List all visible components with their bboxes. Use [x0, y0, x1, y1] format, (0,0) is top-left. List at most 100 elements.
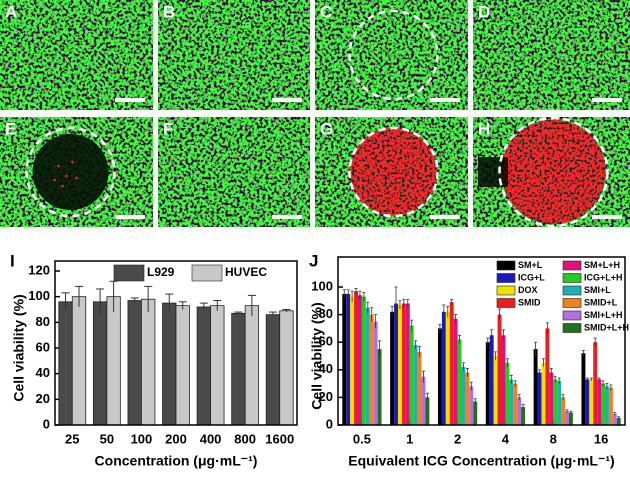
- bar: [71, 296, 87, 426]
- y-tick-label: 100: [311, 278, 333, 293]
- legend-swatch: [562, 323, 582, 333]
- legend-swatch: [562, 310, 582, 321]
- panel-label: A: [5, 2, 17, 21]
- red-cell: [71, 160, 74, 164]
- panel-label: C: [320, 2, 332, 21]
- y-tick-label: 60: [319, 334, 333, 349]
- error-bar: [465, 368, 469, 377]
- bar: [513, 383, 518, 425]
- dashed-circle: [348, 9, 439, 101]
- error-bar: [601, 380, 605, 387]
- micrograph: E: [0, 117, 153, 227]
- bar: [561, 397, 566, 425]
- error-bar: [418, 345, 422, 358]
- y-axis-label: Cell viability (%): [309, 302, 325, 409]
- bar: [141, 298, 156, 426]
- micrograph: F: [158, 117, 310, 227]
- bar: [545, 328, 550, 425]
- x-tick-label: 800: [234, 431, 256, 446]
- legend-label: SMI+L+H: [584, 310, 623, 320]
- bar: [373, 321, 378, 425]
- error-bar: [268, 311, 278, 318]
- x-tick-label: 400: [200, 431, 222, 446]
- legend-swatch: [191, 264, 223, 282]
- bar: [497, 314, 502, 425]
- error-bar: [234, 311, 243, 315]
- x-tick-label: 8: [550, 431, 557, 446]
- error-bar: [346, 289, 350, 299]
- error-bar: [469, 381, 473, 391]
- panel-label: B: [163, 2, 175, 21]
- dark-patch: [478, 157, 508, 187]
- bar: [597, 379, 602, 425]
- bar: [469, 386, 474, 425]
- bar: [421, 376, 426, 425]
- bar: [409, 325, 414, 425]
- bar: [549, 372, 554, 425]
- bar: [445, 311, 450, 425]
- error-bar: [505, 358, 509, 368]
- dashed-circle: [348, 126, 439, 218]
- bar: [493, 356, 498, 425]
- bar: [92, 301, 108, 426]
- legend-swatch: [496, 285, 516, 296]
- legend-swatch: [562, 298, 582, 308]
- bar: [397, 304, 402, 425]
- error-bar: [354, 287, 358, 294]
- error-bar: [390, 305, 394, 318]
- error-bar: [402, 299, 406, 308]
- bar: [175, 305, 190, 426]
- error-bar: [494, 351, 498, 361]
- micrograph: A: [0, 0, 153, 110]
- bar: [346, 293, 351, 425]
- bar: [369, 314, 374, 425]
- y-tick-label: 100: [28, 288, 50, 303]
- error-bar: [498, 308, 502, 321]
- bar: [593, 342, 598, 425]
- error-bar: [282, 309, 291, 313]
- error-bar: [165, 293, 174, 313]
- error-bar: [458, 334, 462, 344]
- error-bar: [617, 416, 621, 420]
- legend-label: SM+L: [518, 260, 543, 270]
- bar: [461, 367, 466, 425]
- bar: [605, 386, 609, 425]
- error-bar: [589, 377, 593, 381]
- legend-swatch: [496, 260, 516, 271]
- legend-label: SMI+L: [584, 285, 611, 295]
- y-tick-label: 0: [326, 416, 333, 431]
- error-bar: [425, 392, 429, 402]
- microscopy-panels: A B C D E F G H: [0, 0, 630, 228]
- error-bar: [366, 301, 370, 314]
- micrograph-cells: [315, 0, 468, 110]
- error-bar: [370, 307, 374, 322]
- bar: [417, 351, 422, 425]
- x-axis-label: Concentration (μg·mL⁻¹): [95, 453, 258, 469]
- y-axis-label: Cell viability (%): [11, 294, 27, 401]
- error-bar: [394, 286, 398, 321]
- legend-label: SM+L+H: [584, 260, 620, 270]
- bar: [441, 311, 446, 425]
- bar: [557, 380, 562, 425]
- bar: [541, 362, 546, 425]
- bar: [350, 296, 355, 425]
- error-bar: [605, 383, 609, 390]
- micrograph-cells: [473, 0, 630, 110]
- error-bar: [521, 403, 525, 410]
- legend-label: ICG+L+H: [584, 272, 623, 282]
- bar: [210, 305, 225, 426]
- bar: [457, 339, 462, 425]
- dashed-circle: [25, 126, 116, 218]
- legend-swatch: [562, 260, 582, 271]
- y-tick-label: 20: [319, 389, 333, 404]
- legend-swatch: [113, 264, 145, 282]
- legend-label: ICG+L: [518, 272, 545, 282]
- bar: [501, 335, 506, 425]
- bar: [342, 293, 347, 425]
- error-bar: [446, 305, 450, 318]
- panel-label: D: [478, 2, 490, 21]
- legend-label: L929: [147, 265, 175, 279]
- error-bar: [130, 297, 139, 304]
- bar: [361, 296, 366, 425]
- error-bar: [613, 412, 617, 416]
